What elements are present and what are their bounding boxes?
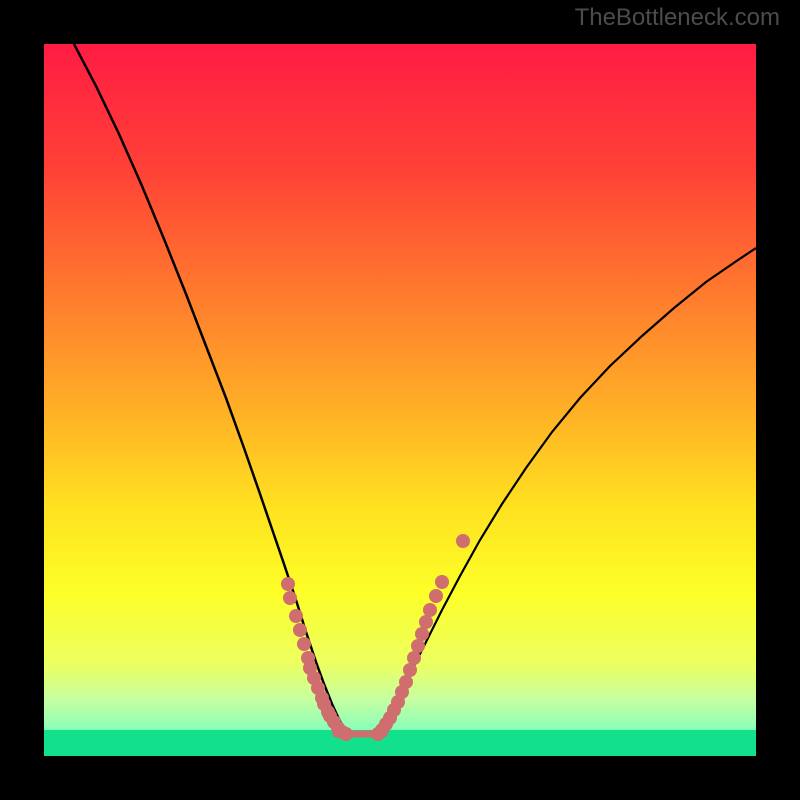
- data-marker: [297, 637, 311, 651]
- data-marker: [293, 623, 307, 637]
- data-marker: [415, 627, 429, 641]
- canvas-root: TheBottleneck.com: [0, 0, 800, 800]
- gradient-background: [44, 44, 756, 756]
- border-left: [0, 0, 44, 800]
- data-marker: [399, 675, 413, 689]
- data-marker: [419, 615, 433, 629]
- data-marker: [456, 534, 470, 548]
- data-marker: [423, 603, 437, 617]
- data-marker: [339, 727, 353, 741]
- data-marker: [411, 639, 425, 653]
- watermark-text: TheBottleneck.com: [575, 4, 780, 32]
- data-marker: [429, 589, 443, 603]
- border-bottom: [0, 756, 800, 800]
- data-marker: [281, 577, 295, 591]
- data-marker: [407, 651, 421, 665]
- data-marker: [289, 609, 303, 623]
- bottleneck-chart: [44, 44, 756, 756]
- data-marker: [435, 575, 449, 589]
- border-right: [756, 0, 800, 800]
- data-marker: [403, 663, 417, 677]
- data-marker: [283, 591, 297, 605]
- green-strip: [44, 730, 756, 756]
